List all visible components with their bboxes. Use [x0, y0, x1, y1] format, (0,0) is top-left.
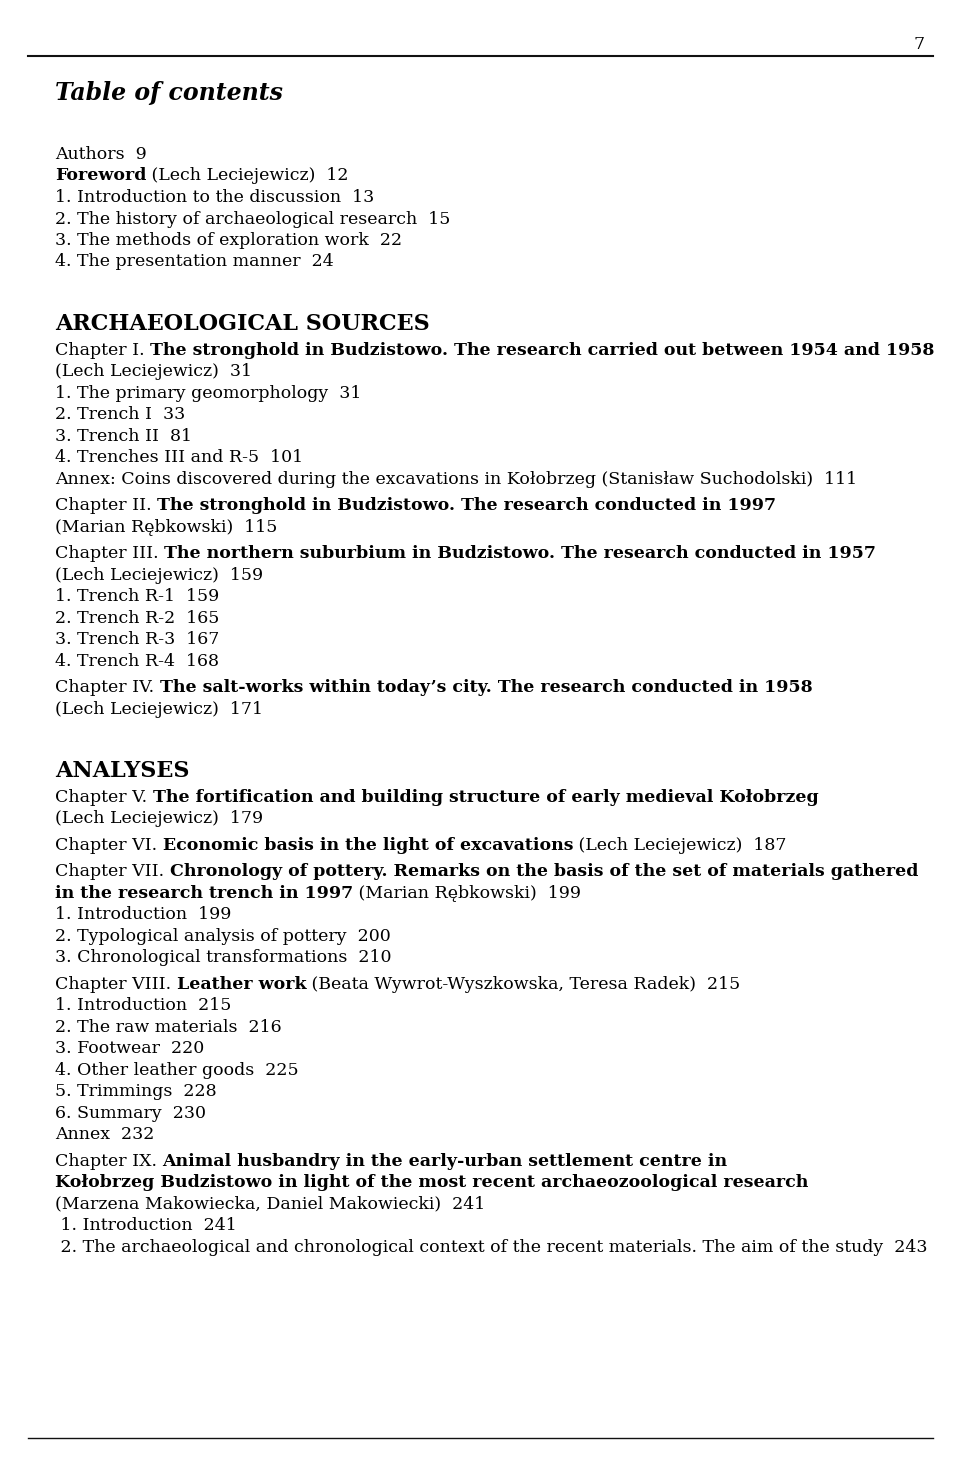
- Text: Chapter IV.: Chapter IV.: [55, 679, 159, 696]
- Text: Table of contents: Table of contents: [55, 81, 283, 106]
- Text: Annex: Coins discovered during the excavations in Kołobrzeg (Stanisław Suchodols: Annex: Coins discovered during the excav…: [55, 471, 857, 488]
- Text: 4. The presentation manner  24: 4. The presentation manner 24: [55, 254, 334, 271]
- Text: Authors  9: Authors 9: [55, 147, 147, 163]
- Text: Animal husbandry in the early-urban settlement centre in: Animal husbandry in the early-urban sett…: [162, 1152, 728, 1170]
- Text: Chapter VII.: Chapter VII.: [55, 863, 170, 880]
- Text: (Marian Rębkowski)  115: (Marian Rębkowski) 115: [55, 519, 277, 535]
- Text: in the research trench in 1997: in the research trench in 1997: [55, 885, 353, 902]
- Text: 3. The methods of exploration work  22: 3. The methods of exploration work 22: [55, 232, 402, 249]
- Text: 3. Trench II  81: 3. Trench II 81: [55, 428, 192, 444]
- Text: 2. The raw materials  216: 2. The raw materials 216: [55, 1019, 281, 1036]
- Text: 4. Trenches III and R-5  101: 4. Trenches III and R-5 101: [55, 449, 303, 466]
- Text: Chapter II.: Chapter II.: [55, 497, 157, 515]
- Text: 2. Typological analysis of pottery  200: 2. Typological analysis of pottery 200: [55, 928, 391, 944]
- Text: Foreword: Foreword: [55, 167, 146, 185]
- Text: (Lech Leciejewicz)  179: (Lech Leciejewicz) 179: [55, 811, 263, 827]
- Text: ARCHAEOLOGICAL SOURCES: ARCHAEOLOGICAL SOURCES: [55, 314, 430, 336]
- Text: Chapter III.: Chapter III.: [55, 545, 164, 561]
- Text: Chapter IX.: Chapter IX.: [55, 1152, 162, 1170]
- Text: 1. Introduction  199: 1. Introduction 199: [55, 906, 231, 924]
- Text: (Lech Leciejewicz)  31: (Lech Leciejewicz) 31: [55, 364, 252, 380]
- Text: The fortification and building structure of early medieval Kołobrzeg: The fortification and building structure…: [153, 789, 818, 806]
- Text: The stronghold in Budzistowo. The research conducted in 1997: The stronghold in Budzistowo. The resear…: [157, 497, 777, 515]
- Text: 1. Trench R-1  159: 1. Trench R-1 159: [55, 588, 219, 605]
- Text: Annex  232: Annex 232: [55, 1126, 155, 1143]
- Text: Leather work: Leather work: [177, 976, 306, 992]
- Text: (Marzena Makowiecka, Daniel Makowiecki)  241: (Marzena Makowiecka, Daniel Makowiecki) …: [55, 1196, 485, 1212]
- Text: 2. The history of archaeological research  15: 2. The history of archaeological researc…: [55, 211, 450, 227]
- Text: (Beata Wywrot-Wyszkowska, Teresa Radek)  215: (Beata Wywrot-Wyszkowska, Teresa Radek) …: [306, 976, 740, 992]
- Text: (Marian Rębkowski)  199: (Marian Rębkowski) 199: [353, 885, 581, 902]
- Text: 3. Chronological transformations  210: 3. Chronological transformations 210: [55, 950, 392, 966]
- Text: Chapter VI.: Chapter VI.: [55, 837, 162, 853]
- Text: The stronghold in Budzistowo. The research carried out between 1954 and 1958: The stronghold in Budzistowo. The resear…: [150, 342, 934, 359]
- Text: 4. Other leather goods  225: 4. Other leather goods 225: [55, 1061, 299, 1079]
- Text: 6. Summary  230: 6. Summary 230: [55, 1105, 206, 1121]
- Text: 1. Introduction  215: 1. Introduction 215: [55, 997, 231, 1014]
- Text: 3. Trench R-3  167: 3. Trench R-3 167: [55, 632, 220, 648]
- Text: Economic basis in the light of excavations: Economic basis in the light of excavatio…: [162, 837, 573, 853]
- Text: 2. Trench I  33: 2. Trench I 33: [55, 406, 185, 424]
- Text: The northern suburbium in Budzistowo. The research conducted in 1957: The northern suburbium in Budzistowo. Th…: [164, 545, 876, 561]
- Text: (Lech Leciejewicz)  12: (Lech Leciejewicz) 12: [146, 167, 348, 185]
- Text: 1. Introduction  241: 1. Introduction 241: [55, 1217, 237, 1234]
- Text: Chapter V.: Chapter V.: [55, 789, 153, 806]
- Text: 4. Trench R-4  168: 4. Trench R-4 168: [55, 652, 219, 670]
- Text: Chapter I.: Chapter I.: [55, 342, 150, 359]
- Text: 1. The primary geomorphology  31: 1. The primary geomorphology 31: [55, 384, 361, 402]
- Text: The salt-works within today’s city. The research conducted in 1958: The salt-works within today’s city. The …: [159, 679, 812, 696]
- Text: 3. Footwear  220: 3. Footwear 220: [55, 1041, 204, 1057]
- Text: Chronology of pottery. Remarks on the basis of the set of materials gathered: Chronology of pottery. Remarks on the ba…: [170, 863, 918, 880]
- Text: (Lech Leciejewicz)  187: (Lech Leciejewicz) 187: [573, 837, 786, 853]
- Text: 5. Trimmings  228: 5. Trimmings 228: [55, 1083, 217, 1101]
- Text: 2. Trench R-2  165: 2. Trench R-2 165: [55, 610, 220, 626]
- Text: ANALYSES: ANALYSES: [55, 761, 189, 783]
- Text: 1. Introduction to the discussion  13: 1. Introduction to the discussion 13: [55, 189, 374, 207]
- Text: Kołobrzeg Budzistowo in light of the most recent archaeozoological research: Kołobrzeg Budzistowo in light of the mos…: [55, 1174, 808, 1192]
- Text: 2. The archaeological and chronological context of the recent materials. The aim: 2. The archaeological and chronological …: [55, 1239, 927, 1256]
- Text: (Lech Leciejewicz)  159: (Lech Leciejewicz) 159: [55, 567, 263, 583]
- Text: Chapter VIII.: Chapter VIII.: [55, 976, 177, 992]
- Text: (Lech Leciejewicz)  171: (Lech Leciejewicz) 171: [55, 701, 263, 718]
- Text: 7: 7: [914, 37, 925, 53]
